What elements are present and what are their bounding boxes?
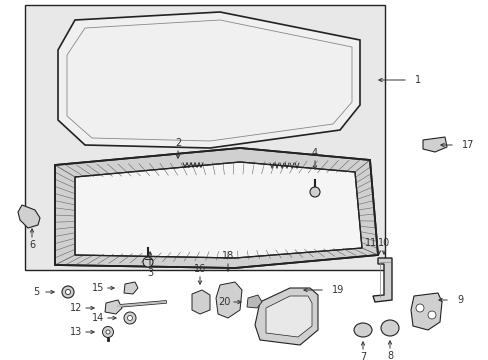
Polygon shape bbox=[216, 282, 242, 318]
Text: 18: 18 bbox=[222, 251, 234, 261]
Circle shape bbox=[124, 312, 136, 324]
Text: 11: 11 bbox=[364, 238, 376, 248]
Circle shape bbox=[427, 311, 435, 319]
Text: 6: 6 bbox=[29, 240, 35, 250]
Polygon shape bbox=[124, 282, 138, 294]
Text: 13: 13 bbox=[70, 327, 82, 337]
Circle shape bbox=[106, 330, 110, 334]
Bar bbox=[25, 5, 384, 270]
Circle shape bbox=[142, 257, 153, 267]
Polygon shape bbox=[246, 295, 262, 308]
Circle shape bbox=[127, 315, 132, 320]
Polygon shape bbox=[58, 12, 359, 148]
Polygon shape bbox=[192, 290, 209, 314]
Text: 5: 5 bbox=[33, 287, 39, 297]
Text: 2: 2 bbox=[175, 138, 181, 148]
Circle shape bbox=[62, 286, 74, 298]
Text: 3: 3 bbox=[146, 268, 153, 278]
Polygon shape bbox=[75, 162, 361, 258]
Text: 19: 19 bbox=[331, 285, 344, 295]
Text: 4: 4 bbox=[311, 148, 317, 158]
Ellipse shape bbox=[353, 323, 371, 337]
Polygon shape bbox=[254, 288, 317, 345]
Polygon shape bbox=[372, 258, 391, 302]
Circle shape bbox=[65, 289, 70, 294]
Circle shape bbox=[309, 187, 319, 197]
Text: 7: 7 bbox=[359, 352, 366, 360]
Text: 14: 14 bbox=[92, 313, 104, 323]
Text: 8: 8 bbox=[386, 351, 392, 360]
Polygon shape bbox=[422, 137, 446, 152]
Text: 17: 17 bbox=[461, 140, 473, 150]
Text: 10: 10 bbox=[377, 238, 389, 248]
Polygon shape bbox=[105, 300, 122, 314]
Circle shape bbox=[415, 304, 423, 312]
Text: 1: 1 bbox=[414, 75, 420, 85]
Text: 16: 16 bbox=[193, 264, 206, 274]
Polygon shape bbox=[410, 293, 441, 330]
Circle shape bbox=[102, 327, 113, 338]
Text: 20: 20 bbox=[217, 297, 230, 307]
Polygon shape bbox=[18, 205, 40, 228]
Text: 12: 12 bbox=[70, 303, 82, 313]
Text: 15: 15 bbox=[92, 283, 104, 293]
Polygon shape bbox=[55, 148, 377, 268]
Text: 9: 9 bbox=[456, 295, 462, 305]
Polygon shape bbox=[265, 296, 311, 337]
Ellipse shape bbox=[380, 320, 398, 336]
